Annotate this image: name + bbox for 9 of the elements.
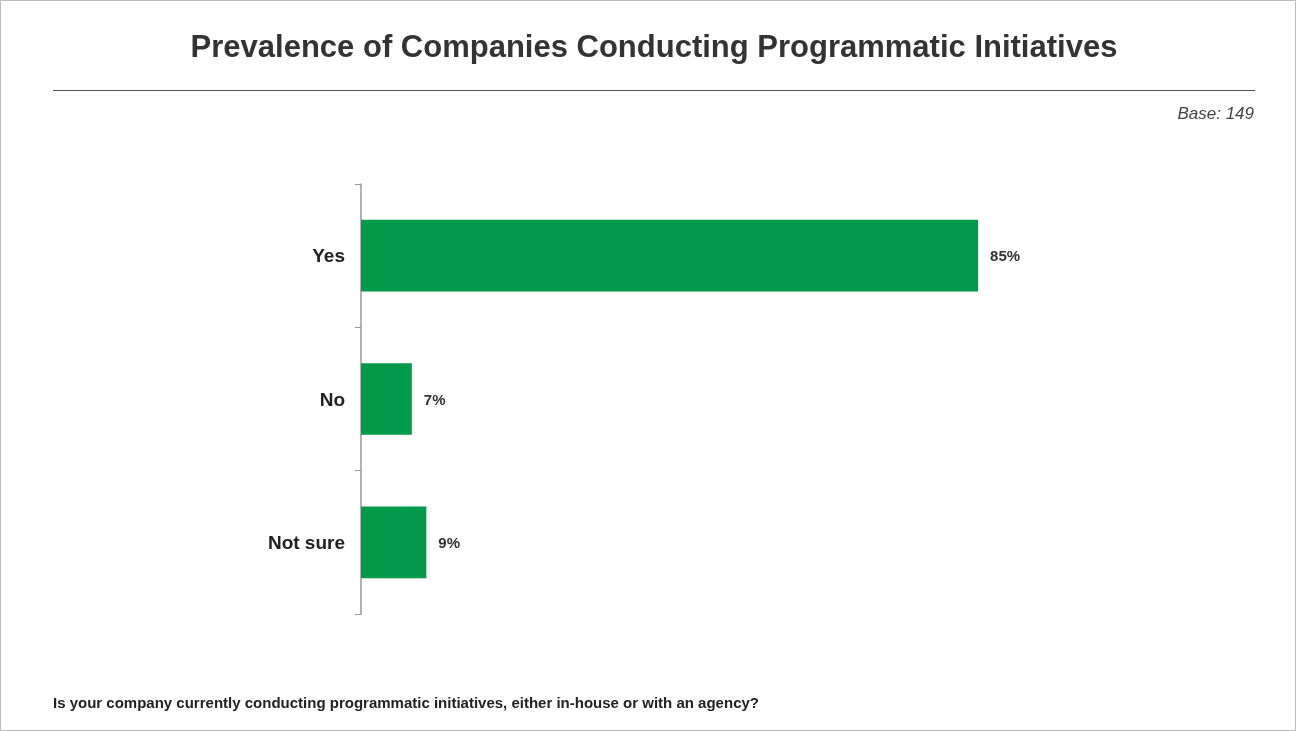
- y-tick-label: Not sure: [267, 531, 345, 553]
- data-label: 85%: [990, 247, 1021, 265]
- text: Base: 149: [1177, 104, 1254, 124]
- chart-title: Prevalence of Companies Conducting Programmatic Initiatives: [189, 29, 1119, 65]
- text: Is your company currently conducting programmatic initiatives, either in-house or with an agency?: [53, 694, 759, 711]
- y-tick-label: No: [319, 388, 345, 410]
- y-tick-label: Yes: [312, 245, 345, 267]
- data-label: 7%: [423, 390, 446, 408]
- data-label: 9%: [438, 533, 461, 551]
